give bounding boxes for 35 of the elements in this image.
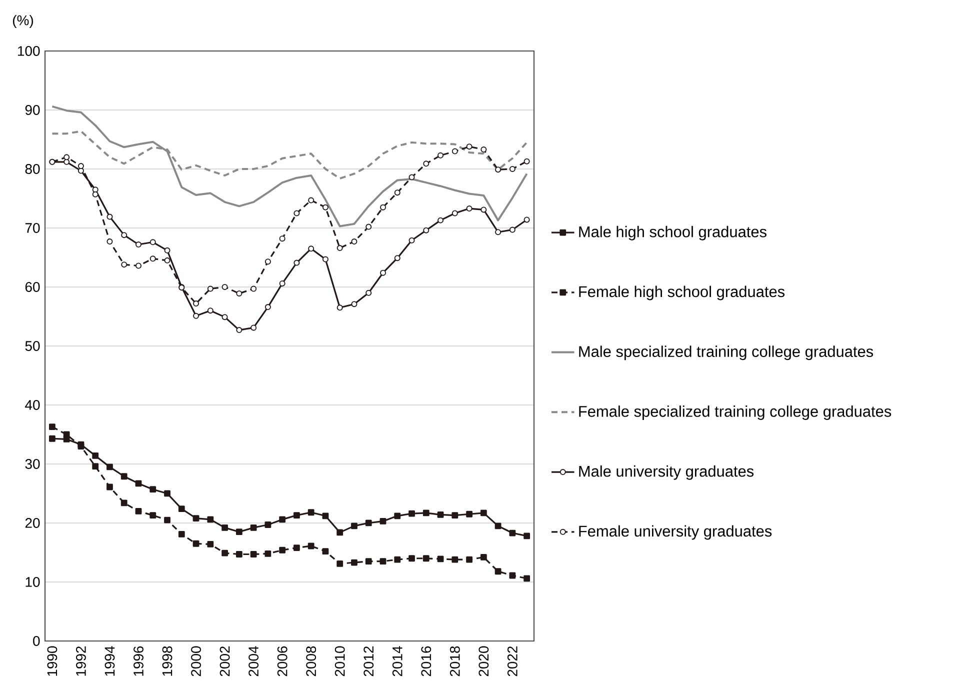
x-tick-label: 2006 [277, 646, 288, 676]
y-tick-label: 0 [33, 636, 40, 646]
x-tick-label: 2004 [248, 646, 259, 676]
x-tick-label: 2000 [191, 646, 201, 676]
y-tick-label: 20 [25, 518, 40, 528]
legend-label: Female specialized training college graduates [579, 406, 892, 420]
y-tick-label: 70 [25, 223, 40, 233]
x-tick-label: 2012 [364, 646, 374, 676]
y-tick-label: 90 [25, 105, 40, 115]
legend-label: Male university graduates [579, 465, 754, 480]
legend-label: Female high school graduates [579, 286, 785, 300]
legend-label: Male specialized training college graduates [579, 346, 874, 360]
y-tick-label: 80 [25, 164, 40, 174]
y-tick-label: 10 [26, 577, 40, 587]
x-tick-label: 2014 [392, 646, 402, 676]
x-tick-label: 2002 [220, 646, 230, 676]
x-tick-label: 1990 [47, 646, 58, 676]
x-tick-label: 2018 [450, 646, 460, 676]
y-tick-label: 100 [18, 46, 40, 56]
x-tick-label: 2016 [421, 646, 432, 676]
y-axis-title: (%) [12, 14, 34, 28]
x-tick-label: 1996 [134, 646, 144, 676]
x-tick-label: 2010 [334, 646, 345, 676]
x-tick-label: 2008 [306, 646, 316, 676]
y-tick-label: 50 [25, 341, 40, 351]
y-tick-label: 40 [25, 400, 40, 410]
legend-label: Male high school graduates [579, 226, 766, 240]
legend-label: Female university graduates [579, 525, 772, 540]
x-tick-label: 1992 [76, 646, 86, 676]
x-tick-label: 1998 [162, 646, 172, 676]
x-tick-label: 1994 [104, 646, 115, 676]
y-tick-label: 30 [25, 459, 40, 469]
y-tick-label: 60 [25, 282, 40, 292]
x-tick-label: 2020 [478, 646, 489, 676]
x-tick-label: 2022 [507, 646, 518, 676]
